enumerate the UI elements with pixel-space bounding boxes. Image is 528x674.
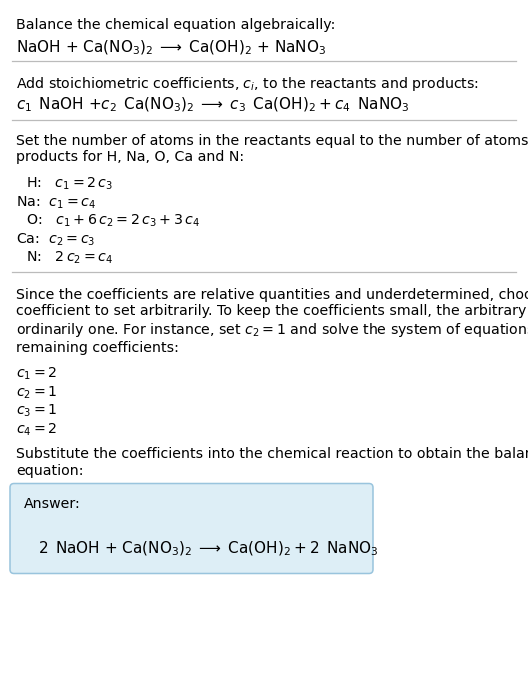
Text: $c_2 = 1$: $c_2 = 1$ <box>16 384 58 401</box>
Text: O:   $c_1 + 6\,c_2 = 2\,c_3 + 3\,c_4$: O: $c_1 + 6\,c_2 = 2\,c_3 + 3\,c_4$ <box>26 213 200 229</box>
Text: $2\,$ NaOH $+$ Ca(NO$_3)_2\;\longrightarrow\;$Ca(OH)$_2 + 2\,$ NaNO$_3$: $2\,$ NaOH $+$ Ca(NO$_3)_2\;\longrightar… <box>38 539 379 558</box>
Text: $c_4 = 2$: $c_4 = 2$ <box>16 421 58 438</box>
Text: Ca:  $c_2 = c_3$: Ca: $c_2 = c_3$ <box>16 231 96 248</box>
Text: $c_1\,$ NaOH $+ c_2\,$ Ca(NO$_3)_2\;\longrightarrow\;c_3\,$ Ca(OH)$_2 + c_4\,$ N: $c_1\,$ NaOH $+ c_2\,$ Ca(NO$_3)_2\;\lon… <box>16 96 410 115</box>
Text: Set the number of atoms in the reactants equal to the number of atoms in the
pro: Set the number of atoms in the reactants… <box>16 134 528 164</box>
Text: Na:  $c_1 = c_4$: Na: $c_1 = c_4$ <box>16 195 96 211</box>
Text: Substitute the coefficients into the chemical reaction to obtain the balanced
eq: Substitute the coefficients into the che… <box>16 448 528 478</box>
Text: Add stoichiometric coefficients, $c_i$, to the reactants and products:: Add stoichiometric coefficients, $c_i$, … <box>16 75 479 93</box>
Text: $c_1 = 2$: $c_1 = 2$ <box>16 366 58 382</box>
Text: Since the coefficients are relative quantities and underdetermined, choose a
coe: Since the coefficients are relative quan… <box>16 288 528 355</box>
Text: NaOH + Ca(NO$_3)_2\;\longrightarrow\;$Ca(OH)$_2$ + NaNO$_3$: NaOH + Ca(NO$_3)_2\;\longrightarrow\;$Ca… <box>16 39 326 57</box>
Text: N:   $2\,c_2 = c_4$: N: $2\,c_2 = c_4$ <box>26 250 114 266</box>
Text: Balance the chemical equation algebraically:: Balance the chemical equation algebraica… <box>16 18 335 32</box>
FancyBboxPatch shape <box>10 483 373 574</box>
Text: Answer:: Answer: <box>24 497 81 512</box>
Text: $c_3 = 1$: $c_3 = 1$ <box>16 403 58 419</box>
Text: H:   $c_1 = 2\,c_3$: H: $c_1 = 2\,c_3$ <box>26 176 113 192</box>
